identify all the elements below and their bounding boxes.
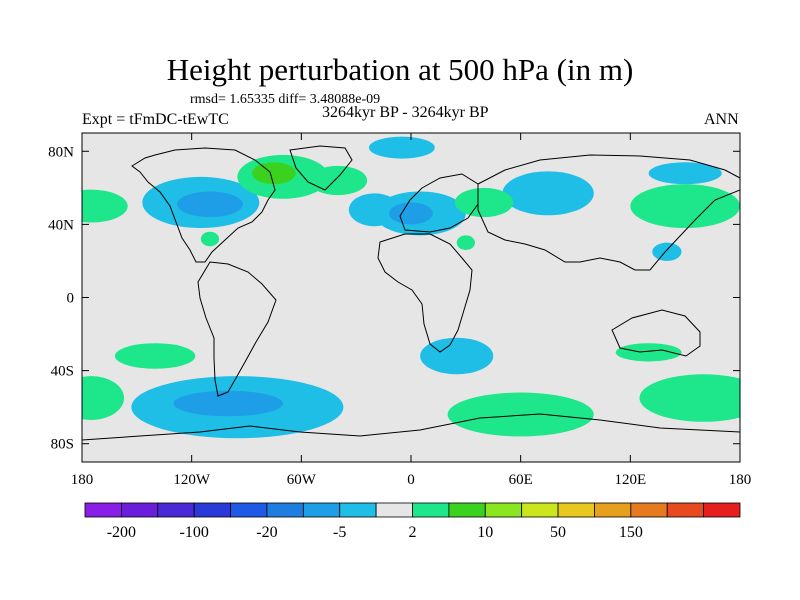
colorbar-box [339, 502, 377, 518]
anomaly-region-southern-low-core [173, 390, 284, 417]
anomaly-region-canada-high-core [251, 162, 296, 185]
colorbar-box [412, 502, 450, 518]
colorbar-label: 50 [550, 524, 566, 541]
anomaly-region-caribbean-high [200, 231, 220, 247]
colorbar-box [375, 502, 413, 518]
colorbar-label: 2 [409, 524, 417, 541]
colorbar-label: -20 [256, 524, 277, 541]
lon-label: 120W [173, 472, 211, 488]
anomaly-region-asia-high [454, 187, 514, 218]
colorbar-box [630, 502, 668, 518]
chart-title: Height perturbation at 500 hPa (in m) [166, 52, 634, 87]
anomaly-region-s-africa-low [420, 337, 494, 375]
anomaly-region-s-ocean-high-east [639, 374, 740, 422]
anomaly-region-pacific-high-east [630, 184, 740, 229]
anomaly-region-n-america-low-core [177, 191, 243, 218]
lon-label: 60E [509, 472, 533, 488]
colorbar-box [448, 502, 486, 518]
colorbar-box [703, 502, 741, 518]
colorbar-box [193, 502, 231, 518]
colorbar-box [84, 502, 122, 518]
anomaly-region-greenland-high [308, 165, 368, 196]
anomaly-region-siberia-low [648, 162, 722, 185]
colorbar-label: 10 [477, 524, 493, 541]
anomaly-region-s-pacific-high [114, 343, 196, 369]
colorbar-box [302, 502, 341, 518]
anomaly-region-australia-high [615, 343, 682, 362]
lat-label: 0 [67, 291, 75, 307]
lat-label: 40N [48, 217, 74, 233]
anomaly-region-arctic-low [368, 136, 435, 159]
colorbar-box [666, 502, 705, 518]
colorbar-box [157, 502, 195, 518]
colorbar-box [120, 502, 159, 518]
anomaly-region-s-ocean-high-mid [447, 392, 594, 437]
coastlines [82, 145, 740, 441]
lon-label: 180 [71, 472, 94, 488]
lon-label: 60W [287, 472, 317, 488]
stats-text: rmsd= 1.65335 diff= 3.48088e-09 [190, 92, 381, 107]
period-label: 3264kyr BP - 3264kyr BP [322, 104, 489, 121]
colorbar-box [521, 502, 559, 518]
experiment-label: Expt = tFmDC-tEwTC [82, 111, 229, 128]
colorbar-box [557, 502, 595, 518]
anomaly-region-asia-low [502, 171, 594, 216]
anomaly-region-s-ocean-high-west [82, 376, 125, 420]
colorbar-box [484, 502, 523, 518]
colorbar-box [266, 502, 304, 518]
colorbar-label: -200 [107, 524, 136, 541]
season-label: ANN [704, 111, 739, 128]
colorbar-label: -5 [333, 524, 346, 541]
anomaly-region-arabia-high [456, 235, 475, 250]
lon-label: 0 [407, 472, 415, 488]
lon-label: 180 [729, 472, 752, 488]
lat-label: 80S [51, 437, 74, 453]
colorbar-box [230, 502, 268, 518]
anomaly-region-pacific-high-west [82, 189, 128, 223]
anomaly-region-europe-low-core [389, 202, 433, 225]
colorbar-label: -100 [180, 524, 209, 541]
lat-label: 80N [48, 144, 74, 160]
lat-label: 40S [51, 364, 74, 380]
colorbar-label: 150 [619, 524, 643, 541]
anomaly-region-japan-low [652, 242, 682, 261]
lon-label: 120E [614, 472, 646, 488]
colorbar-box [594, 502, 632, 518]
